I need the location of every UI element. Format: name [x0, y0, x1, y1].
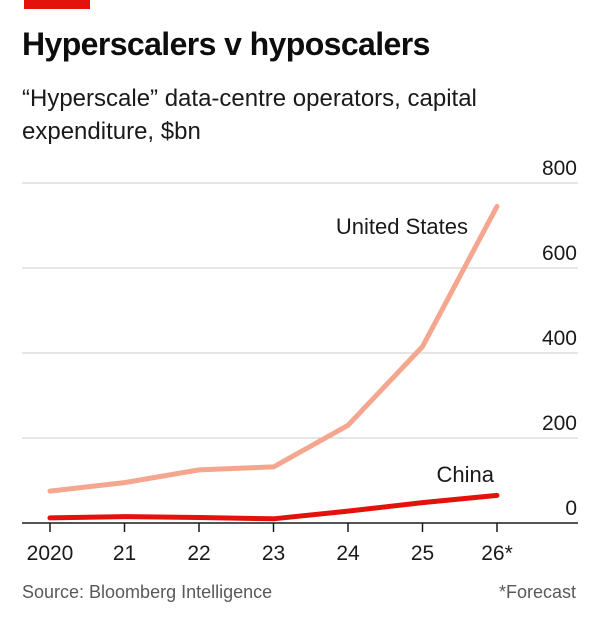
series-label-united-states: United States: [336, 214, 468, 239]
series-line-china: [47, 492, 500, 522]
x-tick-label: 2020: [27, 542, 74, 565]
x-tick-label: 23: [262, 542, 285, 565]
chart-subtitle: “Hyperscale” data-centre operators, capi…: [22, 85, 477, 145]
chart-title: Hyperscalers v hyposcalers: [22, 26, 430, 62]
source-note: Source: Bloomberg Intelligence: [22, 582, 273, 602]
y-tick-label: 800: [542, 157, 577, 180]
x-tick-label: 21: [113, 542, 136, 565]
x-tick-label: 25: [411, 542, 434, 565]
forecast-note: *Forecast: [498, 582, 576, 602]
x-tick-label: 22: [187, 542, 210, 565]
y-tick-label: 0: [565, 497, 577, 520]
x-tick-label: 26*: [481, 542, 513, 565]
brand-accent-bar: [24, 0, 90, 9]
x-tick-label: 24: [336, 542, 360, 565]
series-label-china: China: [437, 462, 495, 487]
series-line-united-states: [47, 203, 500, 494]
y-tick-label: 200: [542, 412, 577, 435]
y-tick-label: 600: [542, 242, 577, 265]
y-tick-label: 400: [542, 327, 577, 350]
